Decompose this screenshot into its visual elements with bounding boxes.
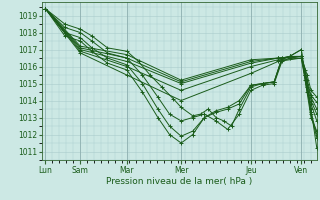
X-axis label: Pression niveau de la mer( hPa ): Pression niveau de la mer( hPa )	[106, 177, 252, 186]
